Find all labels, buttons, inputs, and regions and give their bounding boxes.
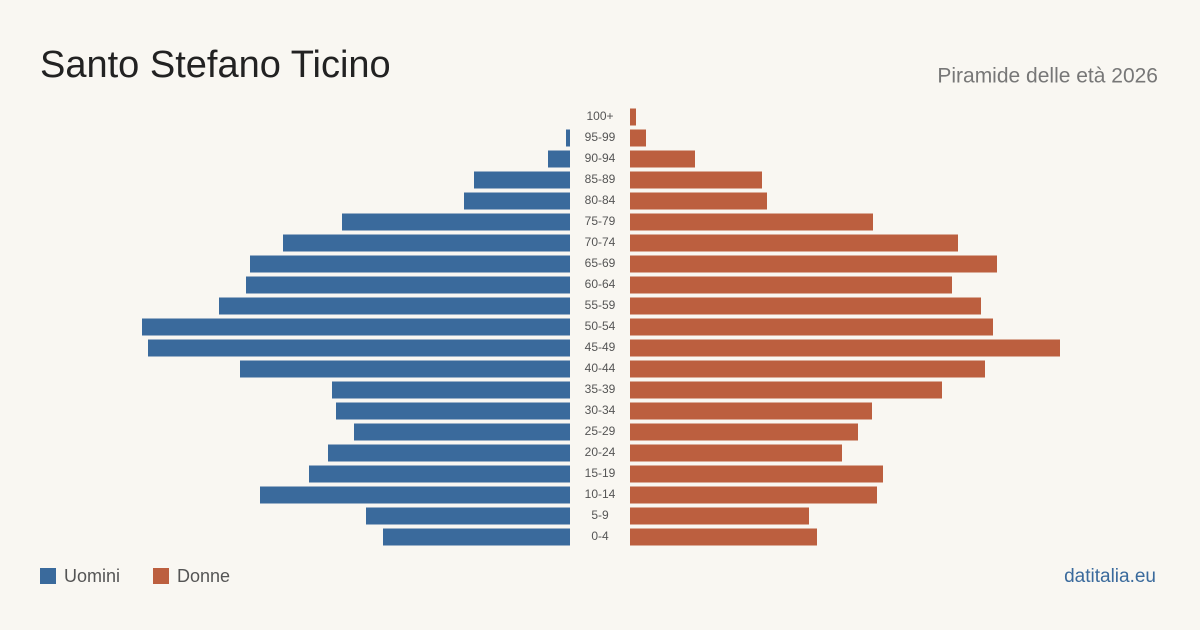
- bar: [548, 150, 570, 168]
- bar: [630, 171, 762, 189]
- bar: [474, 171, 570, 189]
- bar: [309, 465, 570, 483]
- age-label: 65-69: [585, 256, 616, 270]
- legend-label: Donne: [177, 566, 230, 586]
- bar: [630, 255, 997, 273]
- age-label: 0-4: [591, 529, 609, 543]
- age-label: 70-74: [585, 235, 616, 249]
- bar: [630, 234, 958, 252]
- bar: [630, 339, 1060, 357]
- bar: [630, 297, 981, 315]
- age-label: 20-24: [585, 445, 616, 459]
- bar: [630, 213, 873, 231]
- age-label: 5-9: [591, 508, 609, 522]
- age-label: 75-79: [585, 214, 616, 228]
- age-label: 55-59: [585, 298, 616, 312]
- bar: [366, 507, 570, 525]
- bar: [630, 402, 872, 420]
- bar: [630, 507, 809, 525]
- age-label: 80-84: [585, 193, 616, 207]
- legend-label: Uomini: [64, 566, 120, 586]
- age-label: 30-34: [585, 403, 616, 417]
- bar: [630, 444, 842, 462]
- bar: [630, 318, 993, 336]
- bar: [630, 465, 883, 483]
- bar: [260, 486, 570, 504]
- bar: [148, 339, 570, 357]
- bar: [354, 423, 570, 441]
- bar: [630, 150, 695, 168]
- bar: [142, 318, 570, 336]
- age-label: 95-99: [585, 130, 616, 144]
- age-label: 40-44: [585, 361, 616, 375]
- age-label: 100+: [586, 109, 613, 123]
- age-label: 45-49: [585, 340, 616, 354]
- bar: [219, 297, 570, 315]
- bar: [630, 381, 942, 399]
- source: datitalia.eu: [1064, 566, 1156, 587]
- age-label: 60-64: [585, 277, 616, 291]
- bar: [630, 108, 636, 126]
- age-label: 15-19: [585, 466, 616, 480]
- age-label: 10-14: [585, 487, 616, 501]
- bar: [630, 423, 858, 441]
- age-label: 35-39: [585, 382, 616, 396]
- bar: [630, 276, 952, 294]
- bar: [630, 192, 767, 210]
- bar: [630, 528, 817, 546]
- age-label: 85-89: [585, 172, 616, 186]
- bar: [332, 381, 570, 399]
- chart-title: Santo Stefano Ticino: [40, 44, 391, 86]
- age-label: 90-94: [585, 151, 616, 165]
- age-label: 25-29: [585, 424, 616, 438]
- bar: [630, 129, 646, 147]
- bar: [246, 276, 570, 294]
- legend-swatch: [40, 568, 56, 584]
- bar: [342, 213, 570, 231]
- bar: [336, 402, 570, 420]
- legend-swatch: [153, 568, 169, 584]
- chart-subtitle: Piramide delle età 2026: [937, 65, 1158, 88]
- bar: [240, 360, 570, 378]
- bar: [250, 255, 570, 273]
- bar: [383, 528, 570, 546]
- bar: [328, 444, 570, 462]
- bar: [283, 234, 570, 252]
- bar: [464, 192, 570, 210]
- bar: [630, 486, 877, 504]
- bar: [630, 360, 985, 378]
- age-label: 50-54: [585, 319, 616, 333]
- bar: [566, 129, 570, 147]
